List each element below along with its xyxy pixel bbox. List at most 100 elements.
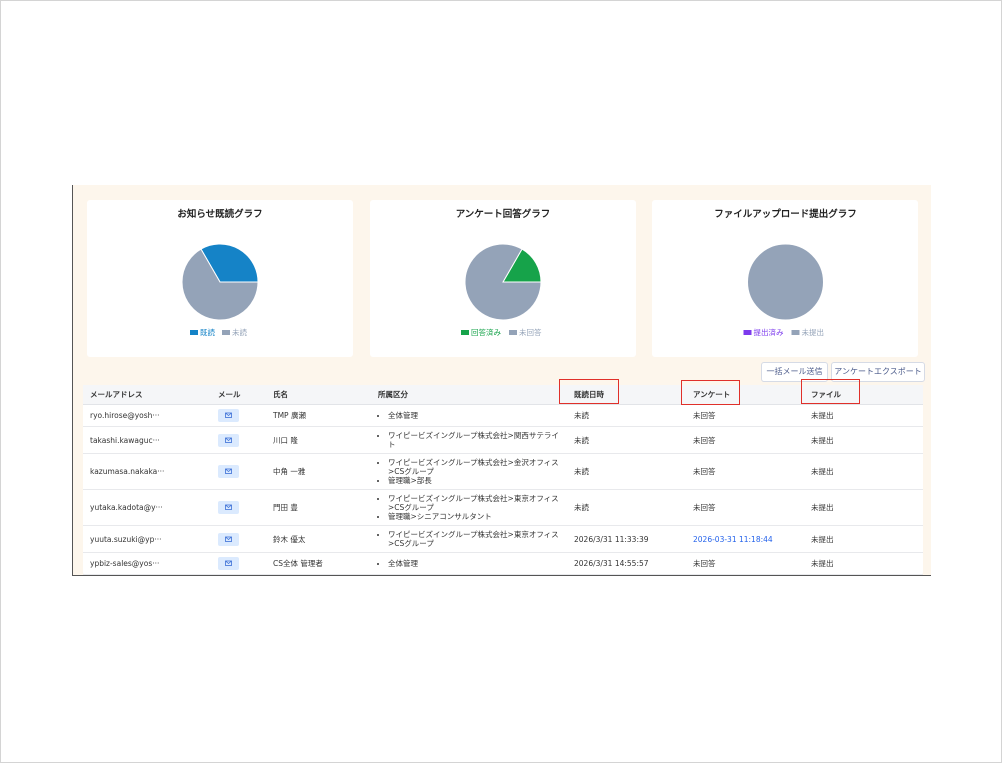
read-cell: 未読	[567, 404, 686, 427]
email-cell: yutaka.kadota@y···	[83, 489, 211, 526]
column-header: 氏名	[266, 385, 371, 405]
name-cell: 門田 豊	[266, 489, 371, 526]
survey-status[interactable]: 2026-03-31 11:18:44	[693, 534, 773, 544]
table-body: ryo.hirose@yosh···TMP 廣瀬全体管理未読未回答未提出taka…	[83, 404, 923, 575]
envelope	[225, 536, 232, 542]
survey-cell: 未回答	[686, 404, 804, 427]
envelope-flap	[225, 560, 232, 565]
mail-button[interactable]	[218, 409, 239, 422]
group-item: 管理職>部長	[388, 476, 560, 485]
group-list: ワイピービズイングループ株式会社>関西サテライト	[378, 431, 560, 449]
group-item: ワイピービズイングループ株式会社>関西サテライト	[388, 431, 560, 449]
export-button[interactable]: アンケートエクスポート	[831, 362, 925, 382]
group-cell: 全体管理	[371, 404, 567, 427]
read-cell: 未読	[567, 453, 686, 490]
table-container: メールアドレス メール 氏名 所属区分 既読日時 アンケート ファイル ryo.hirose…	[83, 385, 923, 575]
survey-cell: 2026-03-31 11:18:44	[686, 525, 804, 553]
highlight-box	[801, 379, 860, 404]
mail-cell	[211, 453, 266, 490]
group-cell: ワイピービズイングループ株式会社>東京オフィス>CSグループ	[371, 525, 567, 553]
group-cell: ワイピービズイングループ株式会社>金沢オフィス>CSグループ管理職>部長	[371, 453, 567, 490]
survey-status: 未回答	[693, 467, 716, 476]
group-item: ワイピービズイングループ株式会社>金沢オフィス>CSグループ	[388, 458, 560, 476]
group-list: 全体管理	[378, 559, 560, 568]
survey-cell: 未回答	[686, 552, 804, 575]
mail-button[interactable]	[218, 433, 239, 447]
header-row: メールアドレス メール 氏名 所属区分 既読日時 アンケート ファイル	[83, 385, 923, 405]
column-header: アンケート	[686, 385, 804, 405]
email-cell: ypbiz-sales@yos···	[83, 552, 211, 575]
chart-card: お知らせ既読グラフ 既読 未読	[87, 200, 353, 357]
group-list: 全体管理	[378, 411, 560, 420]
group-cell: 全体管理	[371, 552, 567, 575]
table-row: yutaka.kadota@y··· 門田 豊ワイピービズイングループ株式会社>東…	[83, 489, 923, 526]
file-cell: 未提出	[804, 525, 923, 553]
name-cell: TMP 廣瀬	[266, 404, 371, 427]
envelope-flap	[225, 437, 232, 441]
screenshot: お知らせ既読グラフ 既読 未読 アンケート回答グラフ 回答済み 未回答 ファイルアップロ…	[72, 185, 931, 576]
group-item: ワイピービズイングループ株式会社>東京オフィス>CSグループ	[388, 494, 560, 512]
mail-button[interactable]	[218, 465, 239, 478]
mail-icon	[225, 560, 232, 566]
highlight-box	[559, 379, 619, 404]
name-cell: 中角 一雅	[266, 453, 371, 490]
survey-cell: 未回答	[686, 426, 804, 454]
envelope	[225, 412, 232, 418]
envelope-flap	[225, 536, 232, 540]
table: メールアドレス メール 氏名 所属区分 既読日時 アンケート ファイル ryo.hirose…	[83, 385, 923, 575]
survey-cell: 未回答	[686, 453, 804, 490]
envelope-flap	[225, 468, 232, 473]
mail-cell	[211, 525, 266, 553]
read-cell: 2026/3/31 14:55:57	[567, 552, 686, 575]
file-cell: 未提出	[804, 426, 923, 454]
highlight-box	[681, 380, 740, 405]
chart-title: お知らせ既読グラフ	[177, 208, 262, 220]
legend-swatch	[461, 330, 469, 335]
mail-icon	[225, 437, 232, 443]
name-cell: CS全体 管理者	[266, 552, 371, 575]
legend-label: 未提出	[802, 327, 825, 337]
group-item: 管理職>シニアコンサルタント	[388, 512, 560, 521]
bulk-mail-button[interactable]: 一括メール送信	[761, 362, 828, 382]
envelope-flap	[225, 412, 232, 417]
table-row: ypbiz-sales@yos··· CS全体 管理者 全体管理 2026/3/31 …	[83, 552, 923, 575]
mail-cell	[211, 489, 266, 526]
column-header: 既読日時	[567, 385, 686, 405]
group-list: ワイピービズイングループ株式会社>東京オフィス>CSグループ管理職>シニアコンサ…	[378, 494, 560, 521]
mail-button[interactable]	[218, 501, 239, 514]
survey-status: 未回答	[693, 435, 716, 445]
legend-swatch	[190, 330, 198, 335]
chart-card: ファイルアップロード提出グラフ提出済み 未提出	[652, 200, 918, 357]
mail-icon	[225, 412, 232, 418]
group-list: ワイピービズイングループ株式会社>東京オフィス>CSグループ	[378, 530, 560, 548]
file-cell: 未提出	[804, 404, 923, 427]
envelope	[225, 468, 232, 474]
legend-label: 回答済み	[471, 327, 501, 337]
envelope	[225, 504, 232, 510]
read-cell: 未読	[567, 426, 686, 454]
group-list: ワイピービズイングループ株式会社>金沢オフィス>CSグループ管理職>部長	[378, 458, 560, 485]
column-header: メールアドレス	[83, 385, 211, 405]
group-cell: ワイピービズイングループ株式会社>関西サテライト	[371, 426, 567, 454]
mail-icon	[225, 468, 232, 474]
mail-button[interactable]	[218, 557, 239, 570]
chart-title: ファイルアップロード提出グラフ	[714, 208, 857, 220]
mail-button[interactable]	[218, 532, 239, 546]
email-cell: takashi.kawaguc···	[83, 426, 211, 454]
column-header: ファイル	[804, 385, 923, 405]
table-row: kazumasa.nakaka··· 中角 一雅ワイピービズイングループ株式会社>…	[83, 453, 923, 490]
envelope	[225, 560, 232, 566]
legend-label: 提出済み	[754, 327, 784, 337]
email-cell: kazumasa.nakaka···	[83, 453, 211, 490]
mail-icon	[225, 504, 232, 510]
legend-label: 未回答	[519, 327, 542, 337]
file-cell: 未提出	[804, 489, 923, 526]
name-cell: 鈴木 優太	[266, 525, 371, 553]
legend-swatch	[222, 330, 230, 335]
survey-status: 未回答	[693, 411, 716, 420]
mail-cell	[211, 552, 266, 575]
mail-cell	[211, 426, 266, 454]
